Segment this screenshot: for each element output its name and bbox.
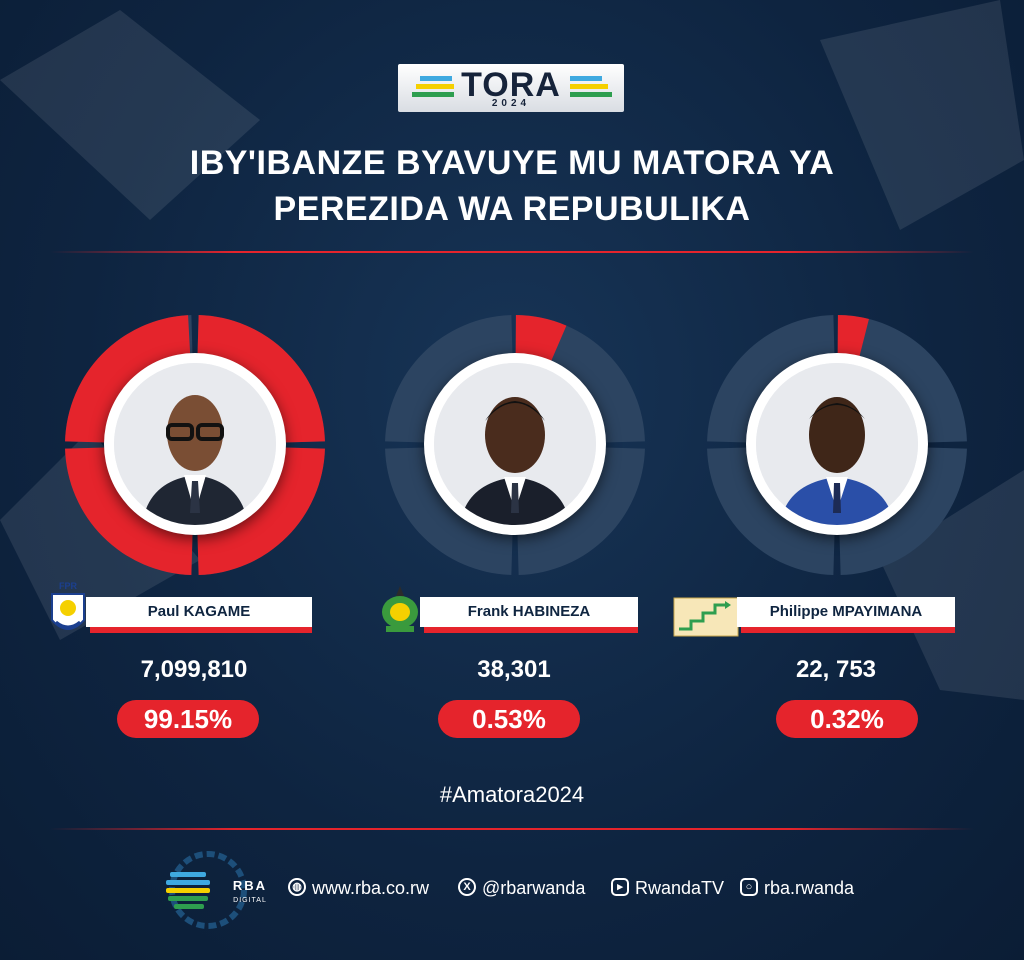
- youtube-icon: ▸: [611, 878, 629, 897]
- footer-youtube-text: RwandaTV: [635, 878, 725, 898]
- percent-badge-kagame: 99.15%: [117, 700, 259, 738]
- donut-value-kagame: [197, 447, 325, 575]
- fpr-party-logo: FPR: [51, 581, 85, 630]
- footer-x-text: @rbarwanda: [482, 878, 586, 898]
- rba-digital-logo: RBA DIGITAL: [166, 851, 267, 929]
- donut-track-segment: [839, 315, 967, 443]
- namebar-mpayimana: Philippe MPAYIMANA: [737, 597, 955, 635]
- divider-bottom: [50, 828, 974, 830]
- candidate-name: Philippe MPAYIMANA: [769, 603, 923, 620]
- candidate-name: Frank HABINEZA: [467, 603, 591, 620]
- percent-badge-mpayimana: 0.32%: [776, 700, 918, 738]
- donut-mpayimana: [707, 315, 967, 575]
- donut-kagame: [65, 315, 325, 575]
- ps-imberakuri-logo: [673, 597, 739, 637]
- footer-instagram[interactable]: ○ rba.rwanda: [740, 876, 854, 900]
- candidate-name: Paul KAGAME: [147, 603, 251, 620]
- donut-value-kagame: [65, 315, 191, 443]
- donut-track-segment: [707, 315, 835, 443]
- green-party-logo: [382, 586, 418, 632]
- donut-track-segment: [517, 447, 645, 575]
- person-icon: [756, 363, 918, 525]
- tora-logo-year: 2024: [491, 98, 531, 109]
- page-title-line-2: PEREZIDA WA REPUBULIKA: [273, 190, 751, 228]
- donut-habineza: [385, 315, 645, 575]
- footer-youtube[interactable]: ▸ RwandaTV: [611, 876, 724, 900]
- portrait-kagame: [104, 353, 286, 535]
- portrait-habineza: [424, 353, 606, 535]
- donut-track-segment: [839, 447, 967, 575]
- divider-top: [50, 251, 974, 253]
- vote-count-mpayimana: 22, 753: [795, 656, 877, 683]
- web-icon: ◍: [288, 878, 306, 897]
- person-icon: [434, 363, 596, 525]
- page-title: IBY'IBANZE BYAVUYE MU MATORA YA PEREZIDA…: [60, 140, 964, 232]
- rba-brand-subtext: DIGITAL: [233, 897, 267, 904]
- tora-logo-stripes: [412, 76, 612, 97]
- footer-website[interactable]: ◍ www.rba.co.rw: [288, 876, 429, 900]
- namebar-kagame: Paul KAGAME: [86, 597, 312, 635]
- donut-track-segment: [385, 447, 513, 575]
- footer-website-text: www.rba.co.rw: [312, 878, 430, 898]
- tora-logo-text: TORA: [461, 66, 561, 104]
- vote-count-kagame: 7,099,810: [140, 656, 248, 683]
- rba-brand-text: RBA: [233, 878, 267, 893]
- hashtag: #Amatora2024: [439, 782, 585, 807]
- vote-count-habineza: 38,301: [477, 656, 551, 683]
- svg-text:FPR: FPR: [59, 581, 78, 591]
- percent-badge-habineza: 0.53%: [438, 700, 580, 738]
- donut-track-segment: [707, 447, 835, 575]
- namebar-habineza: Frank HABINEZA: [420, 597, 638, 635]
- person-icon: [114, 363, 276, 525]
- footer-instagram-text: rba.rwanda: [764, 878, 855, 898]
- tora-logo: TORA 2024: [398, 64, 624, 112]
- donut-value-kagame: [65, 447, 193, 575]
- donut-track-segment: [385, 315, 513, 443]
- instagram-icon: ○: [740, 878, 758, 897]
- page-title-line-1: IBY'IBANZE BYAVUYE MU MATORA YA: [189, 144, 835, 182]
- footer-x[interactable]: X @rbarwanda: [458, 876, 585, 900]
- x-icon: X: [458, 878, 476, 897]
- donut-value-kagame: [197, 315, 325, 443]
- portrait-mpayimana: [746, 353, 928, 535]
